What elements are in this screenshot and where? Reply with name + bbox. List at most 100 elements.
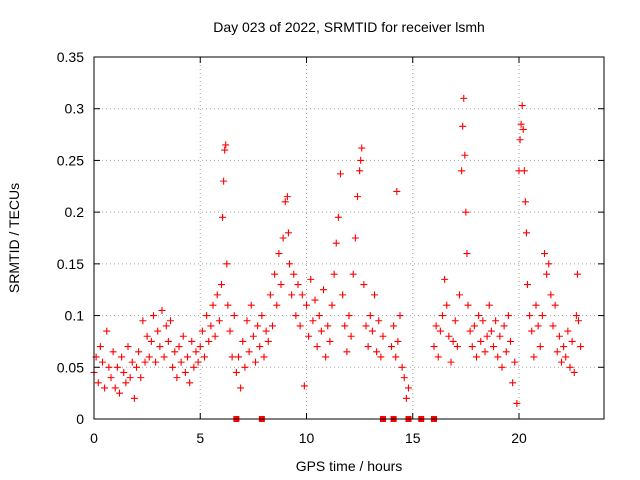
data-point	[473, 353, 480, 361]
data-point	[458, 167, 466, 175]
data-point	[398, 363, 406, 371]
data-point	[196, 343, 204, 351]
data-point	[549, 322, 557, 330]
data-point	[498, 363, 506, 371]
data-point	[522, 229, 530, 237]
data-point	[266, 291, 274, 299]
data-point	[221, 146, 229, 154]
data-point	[526, 312, 534, 320]
data-point	[375, 317, 383, 325]
data-point	[453, 343, 461, 351]
y-tick-label: 0.25	[57, 152, 84, 168]
data-point	[518, 102, 526, 110]
data-point	[101, 384, 109, 392]
data-point	[311, 296, 319, 304]
data-point	[534, 322, 542, 330]
data-point	[405, 384, 412, 392]
chart-title: Day 023 of 2022, SRMTID for receiver lsm…	[213, 19, 485, 35]
data-point	[298, 291, 306, 299]
data-point	[281, 198, 289, 206]
data-point	[511, 358, 519, 366]
data-point	[519, 125, 527, 133]
data-point	[494, 353, 502, 361]
data-point	[564, 327, 572, 335]
data-point	[207, 322, 215, 330]
data-point	[179, 332, 187, 340]
y-tick-label: 0.15	[57, 256, 84, 272]
data-point	[504, 312, 512, 320]
data-point	[309, 317, 317, 325]
data-point	[483, 332, 491, 340]
data-point	[241, 363, 249, 371]
data-point	[392, 353, 400, 361]
data-point	[553, 348, 561, 356]
data-point	[260, 353, 268, 361]
data-point	[105, 363, 113, 371]
data-point	[461, 151, 469, 159]
data-point	[447, 358, 455, 366]
data-point	[357, 156, 365, 164]
data-point	[492, 317, 500, 325]
data-point	[120, 368, 128, 376]
data-point	[509, 379, 517, 387]
data-point	[109, 348, 117, 356]
data-point	[464, 301, 472, 309]
data-point	[451, 317, 459, 325]
data-point	[184, 353, 191, 361]
data-point	[139, 317, 147, 325]
data-point	[356, 167, 364, 175]
data-point	[137, 374, 145, 382]
data-point	[481, 348, 489, 356]
data-point	[551, 301, 559, 309]
data-point	[218, 281, 225, 289]
data-point	[393, 187, 401, 195]
data-point	[239, 337, 247, 345]
data-point	[99, 358, 106, 366]
data-point	[443, 301, 451, 309]
data-point	[388, 343, 395, 351]
data-point	[468, 343, 476, 351]
plot-frame	[93, 56, 605, 420]
data-point	[543, 270, 551, 278]
data-point	[390, 322, 398, 330]
data-point	[313, 343, 321, 351]
data-point	[402, 394, 410, 402]
data-point	[192, 348, 200, 356]
data-point	[201, 353, 208, 361]
data-point	[345, 312, 353, 320]
data-point	[379, 332, 387, 340]
data-point	[328, 301, 336, 309]
data-point	[396, 312, 404, 320]
data-point	[213, 291, 221, 299]
data-point	[96, 343, 104, 351]
data-point	[496, 332, 504, 340]
y-tick-label: 0.3	[65, 101, 85, 117]
data-point	[366, 312, 374, 320]
data-point	[572, 312, 580, 320]
data-point	[466, 327, 474, 335]
data-point	[177, 358, 185, 366]
data-point	[283, 193, 291, 201]
data-point	[167, 317, 174, 325]
data-point	[575, 317, 582, 325]
data-point	[118, 353, 126, 361]
data-point	[530, 353, 538, 361]
data-point	[220, 177, 228, 185]
data-point	[300, 382, 308, 390]
data-point	[228, 353, 236, 361]
data-point	[528, 327, 536, 335]
data-point	[232, 368, 240, 376]
data-point	[288, 291, 296, 299]
y-tick-label: 0	[76, 411, 84, 427]
data-point	[116, 389, 123, 397]
data-point	[133, 363, 140, 371]
data-point	[577, 343, 585, 351]
data-point	[264, 337, 272, 345]
data-point	[485, 301, 493, 309]
data-point	[545, 260, 553, 268]
data-point	[219, 213, 227, 221]
data-point	[303, 301, 310, 309]
scatter-series	[90, 94, 585, 422]
data-point	[103, 327, 111, 335]
